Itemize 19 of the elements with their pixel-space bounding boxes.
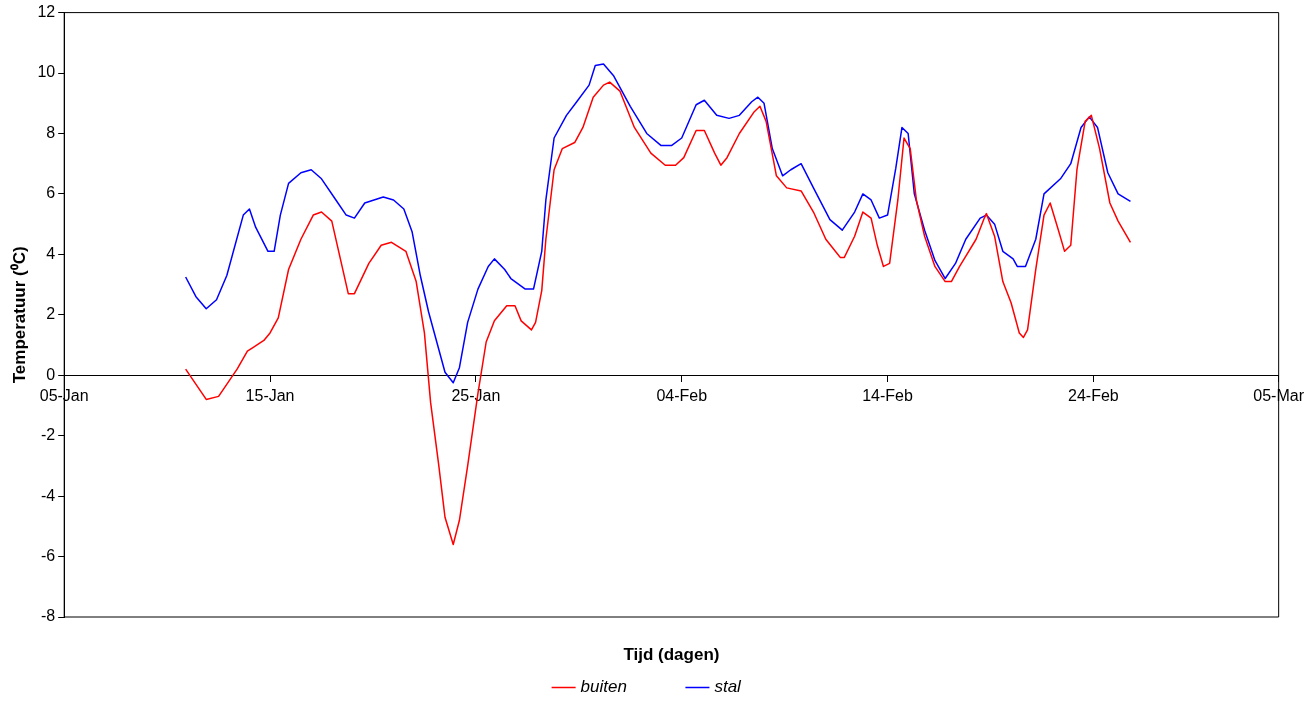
y-tick-label: 8	[46, 123, 56, 141]
x-tick-label: 15-Jan	[245, 387, 295, 405]
x-tick-label: 24-Feb	[1068, 387, 1119, 405]
x-tick-label: 04-Feb	[656, 387, 708, 405]
y-tick-label: -6	[40, 546, 56, 564]
x-axis-title: Tijd (dagen)	[623, 644, 720, 664]
y-tick-label: 0	[46, 365, 56, 383]
y-tick-label: 2	[46, 305, 56, 323]
y-tick-label: -2	[40, 426, 56, 444]
y-tick-label: 6	[46, 184, 56, 202]
y-tick-label: 10	[37, 63, 56, 81]
legend-label: buiten	[580, 677, 627, 697]
legend-label: stal	[714, 677, 743, 697]
y-axis-title: Temperatuur (⁰C)	[9, 246, 29, 384]
y-tick-label: 12	[37, 3, 56, 21]
y-tick-label: -4	[40, 486, 56, 504]
x-tick-label: 14-Feb	[862, 387, 914, 405]
y-tick-label: 4	[46, 244, 56, 262]
y-tick-label: -8	[40, 607, 56, 625]
